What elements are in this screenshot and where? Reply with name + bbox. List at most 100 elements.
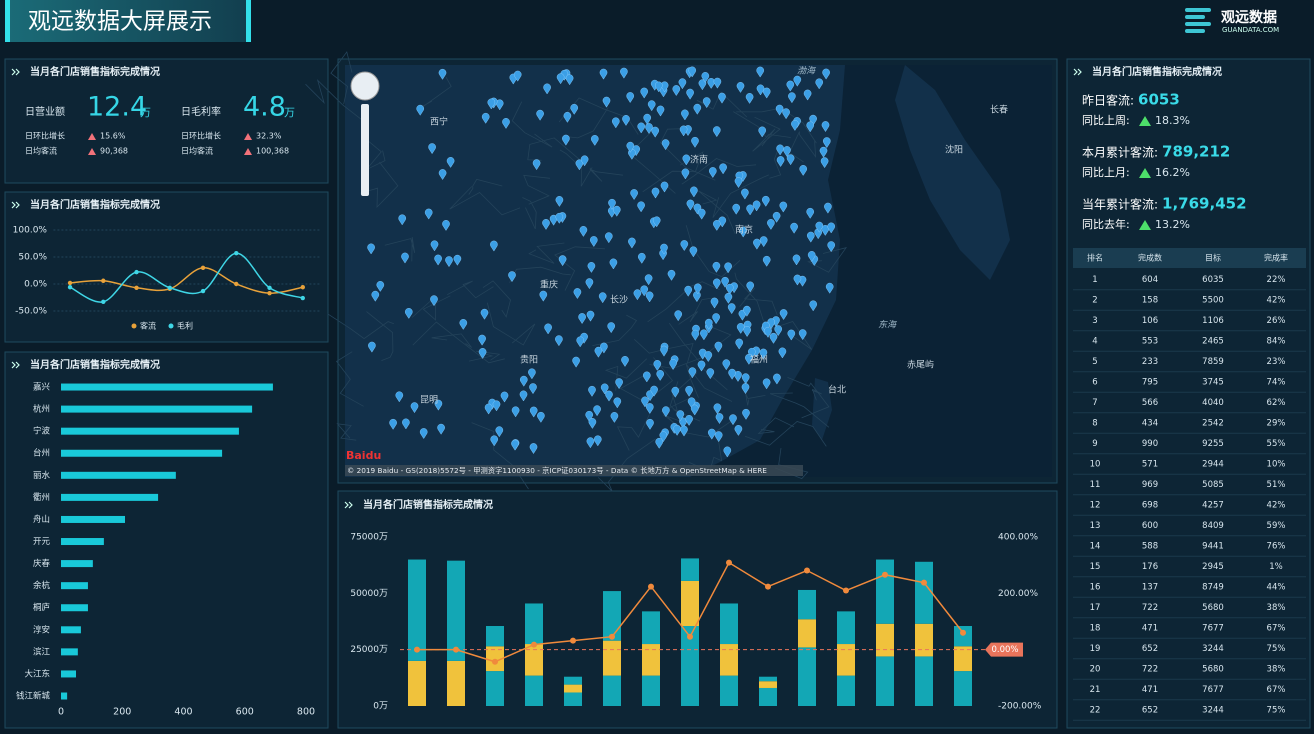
- legend-swatch: [168, 323, 174, 329]
- map-pin: [508, 271, 516, 283]
- table-cell: 38%: [1267, 603, 1286, 613]
- map-pin: [573, 288, 582, 299]
- table-cell: 4040: [1202, 398, 1224, 408]
- title-icon: [11, 68, 20, 76]
- map-pin: [437, 423, 445, 435]
- map-pin: [590, 236, 598, 247]
- y-tick-label: 滨江: [33, 646, 51, 657]
- line-point: [300, 285, 305, 290]
- map-pin: [685, 385, 693, 397]
- up-arrow: [88, 148, 96, 155]
- y-tick-label: 庆春: [33, 558, 51, 569]
- table-cell: 12: [1090, 501, 1101, 511]
- table-cell: 23%: [1267, 357, 1286, 367]
- line-point: [267, 290, 272, 296]
- map-pin: [652, 216, 661, 228]
- map-label: 东海: [878, 320, 898, 331]
- kpi-panel: [4, 58, 329, 184]
- map-pin: [608, 198, 616, 210]
- map-pin: [723, 446, 732, 458]
- map-copyright: © 2019 Baidu - GS(2018)5572号 - 甲测资字11009…: [347, 466, 767, 475]
- bar-segment: [525, 644, 543, 676]
- map-pin: [756, 84, 765, 96]
- map-pin: [686, 88, 694, 100]
- bar: [61, 648, 78, 656]
- map-pin: [791, 120, 799, 131]
- table-cell: 698: [1142, 501, 1158, 511]
- title-icon: [11, 201, 20, 209]
- map-pin: [613, 205, 621, 217]
- table-cell: 55%: [1267, 439, 1286, 449]
- table-cell: 29%: [1267, 419, 1286, 429]
- table-header-cell: 排名: [1087, 253, 1103, 263]
- map-pin: [660, 243, 668, 255]
- map-pin: [764, 326, 772, 338]
- bar-segment: [603, 640, 621, 676]
- map-pin: [728, 368, 736, 380]
- map-pin: [689, 246, 698, 258]
- map-road: [305, 78, 369, 125]
- table-cell: 652: [1142, 706, 1158, 716]
- title-icon: [1073, 68, 1082, 76]
- y-tick-label: 25000万: [350, 645, 388, 655]
- map-pin: [484, 403, 493, 415]
- kpi-unit: 万: [284, 106, 295, 119]
- map-pin: [651, 187, 660, 199]
- table-cell: 233: [1142, 357, 1158, 367]
- bar-segment: [876, 623, 894, 657]
- map-pin: [823, 137, 831, 149]
- map-pin: [713, 126, 721, 138]
- map-road: [522, 197, 537, 230]
- map-pin: [819, 146, 828, 158]
- bar: [61, 538, 104, 546]
- map-pin: [762, 378, 771, 390]
- table-cell: 722: [1142, 603, 1158, 613]
- line-point: [267, 285, 272, 290]
- map-pin: [640, 285, 648, 297]
- map-pin: [743, 326, 751, 337]
- map-pin: [586, 437, 595, 449]
- line-series: [69, 252, 303, 303]
- y-tick-label: 淳安: [33, 624, 50, 635]
- line-point: [765, 583, 771, 590]
- map-pin: [643, 371, 651, 383]
- kpi-row-label: 日环比增长: [25, 131, 65, 141]
- line-series: [69, 267, 303, 294]
- title-icon: [344, 501, 353, 509]
- stat-compare-value: 16.2%: [1155, 166, 1190, 179]
- table-cell: 3745: [1202, 378, 1224, 388]
- bar-segment: [564, 684, 582, 693]
- map-pin: [732, 203, 740, 215]
- map-pin: [782, 108, 790, 120]
- table-cell: 990: [1142, 439, 1158, 449]
- map-pin: [715, 413, 724, 424]
- bar: [61, 604, 88, 612]
- map-pin: [820, 157, 829, 169]
- bar: [61, 449, 223, 457]
- map-road: [469, 350, 501, 362]
- y-tick-label: 75000万: [350, 533, 388, 543]
- map-pin: [495, 426, 504, 438]
- map-pin: [775, 104, 784, 116]
- map-brand: Baidu: [346, 449, 381, 462]
- map-pin: [713, 77, 722, 89]
- map-pin: [401, 252, 409, 264]
- map-pin: [555, 196, 564, 207]
- map-pin: [713, 403, 722, 415]
- map-pin: [402, 418, 410, 430]
- map-pin: [585, 278, 594, 290]
- map-road: [697, 190, 736, 235]
- map-pin: [536, 109, 544, 121]
- line-point: [200, 265, 206, 270]
- y-tick-label: 50000万: [350, 589, 388, 599]
- map-road: [366, 311, 394, 361]
- table-cell: 176: [1142, 562, 1158, 572]
- map-pin: [594, 435, 602, 447]
- map-road: [412, 321, 505, 364]
- stats-panel: [1066, 58, 1311, 729]
- bar: [61, 515, 126, 523]
- table-cell: 566: [1142, 398, 1158, 408]
- table-cell: 158: [1142, 296, 1158, 306]
- map-road: [616, 414, 650, 451]
- map-road: [559, 149, 593, 187]
